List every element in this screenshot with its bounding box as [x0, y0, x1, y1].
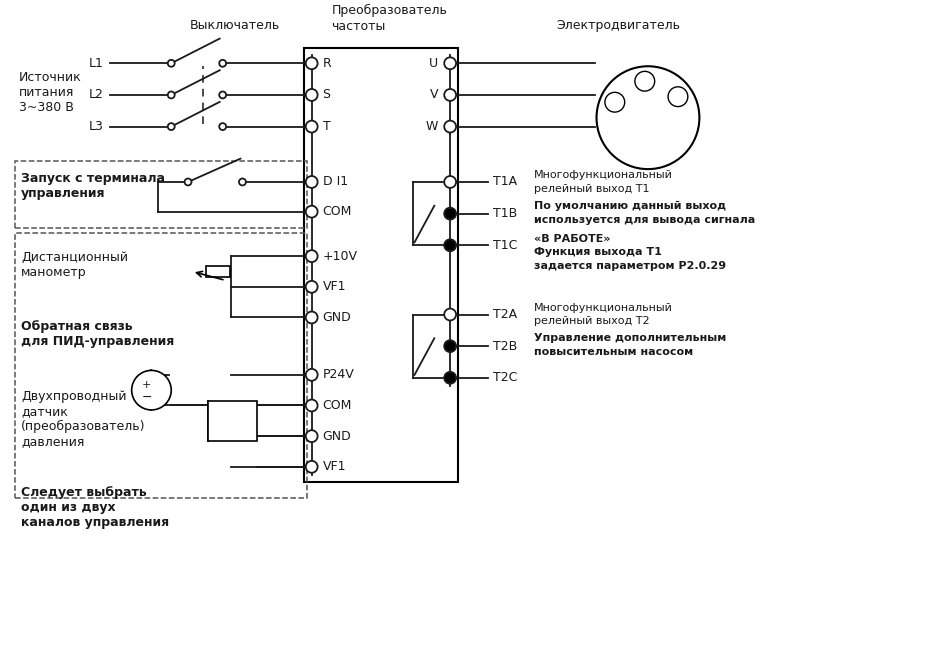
Circle shape — [634, 71, 654, 91]
Text: Выключатель: Выключатель — [189, 19, 279, 32]
Circle shape — [444, 239, 455, 251]
Text: T2C: T2C — [492, 371, 516, 384]
Bar — [206, 266, 229, 277]
Circle shape — [444, 89, 455, 101]
Circle shape — [305, 250, 317, 262]
Circle shape — [305, 89, 317, 101]
Text: D I1: D I1 — [323, 176, 348, 188]
Text: «В РАБОТЕ»: «В РАБОТЕ» — [534, 234, 610, 244]
Text: Двухпроводный
датчик
(преобразователь)
давления: Двухпроводный датчик (преобразователь) д… — [21, 389, 146, 448]
Text: GND: GND — [323, 311, 351, 324]
Text: Источник
питания
3~380 В: Источник питания 3~380 В — [19, 71, 82, 114]
Circle shape — [444, 372, 455, 383]
Circle shape — [219, 92, 226, 98]
Text: используется для вывода сигнала: используется для вывода сигнала — [534, 214, 755, 224]
Circle shape — [445, 373, 454, 382]
Circle shape — [305, 121, 317, 132]
Circle shape — [444, 57, 455, 69]
Bar — [303, 49, 458, 482]
Text: GND: GND — [323, 430, 351, 443]
Circle shape — [305, 311, 317, 323]
Circle shape — [219, 123, 226, 130]
Circle shape — [305, 430, 317, 442]
Circle shape — [604, 92, 624, 112]
Text: повысительным насосом: повысительным насосом — [534, 347, 692, 357]
Circle shape — [305, 57, 317, 69]
Text: Обратная связь
для ПИД-управления: Обратная связь для ПИД-управления — [21, 321, 174, 349]
Circle shape — [444, 121, 455, 132]
Circle shape — [445, 241, 454, 250]
Text: Запуск с терминала
управления: Запуск с терминала управления — [21, 172, 165, 200]
Circle shape — [239, 178, 246, 186]
Circle shape — [445, 342, 454, 351]
Text: T1A: T1A — [492, 176, 516, 188]
Circle shape — [132, 370, 171, 410]
Text: S: S — [323, 88, 330, 102]
Text: VF1: VF1 — [323, 460, 346, 474]
Circle shape — [168, 92, 174, 98]
Text: Следует выбрать
один из двух
каналов управления: Следует выбрать один из двух каналов упр… — [21, 486, 169, 528]
Circle shape — [596, 66, 699, 169]
Text: V: V — [429, 88, 438, 102]
Text: +: + — [142, 380, 151, 390]
Bar — [208, 401, 257, 441]
Circle shape — [444, 208, 455, 220]
Text: Функция выхода Т1: Функция выхода Т1 — [534, 247, 661, 257]
Text: COM: COM — [323, 399, 351, 412]
Text: релейный выход T1: релейный выход T1 — [534, 184, 649, 194]
Circle shape — [305, 369, 317, 381]
Circle shape — [667, 87, 687, 107]
Text: Преобразователь
частоты: Преобразователь частоты — [331, 4, 447, 33]
Text: T2B: T2B — [492, 339, 516, 353]
Circle shape — [168, 123, 174, 130]
Text: VF1: VF1 — [323, 281, 346, 293]
Circle shape — [444, 309, 455, 321]
Text: R: R — [323, 57, 331, 69]
Text: T1C: T1C — [492, 238, 516, 252]
Circle shape — [305, 461, 317, 473]
Bar — [15, 161, 307, 228]
Text: Управление дополнительным: Управление дополнительным — [534, 333, 726, 343]
Circle shape — [444, 340, 455, 352]
Circle shape — [305, 176, 317, 188]
Circle shape — [305, 281, 317, 293]
Text: По умолчанию данный выход: По умолчанию данный выход — [534, 200, 726, 210]
Circle shape — [305, 399, 317, 411]
Text: T1B: T1B — [492, 207, 516, 220]
Text: T2A: T2A — [492, 308, 516, 321]
Text: U: U — [428, 57, 438, 69]
Text: L2: L2 — [89, 88, 104, 102]
Circle shape — [445, 209, 454, 218]
Text: Электродвигатель: Электродвигатель — [555, 19, 679, 32]
Text: L1: L1 — [89, 57, 104, 69]
Text: L3: L3 — [89, 120, 104, 133]
Text: −: − — [141, 391, 152, 403]
Text: Многофункциональный: Многофункциональный — [534, 170, 672, 180]
Text: W: W — [425, 120, 438, 133]
Text: +10V: +10V — [323, 250, 357, 263]
Text: COM: COM — [323, 205, 351, 218]
Text: P24V: P24V — [323, 368, 354, 381]
Text: релейный выход T2: релейный выход T2 — [534, 317, 649, 327]
Text: Многофункциональный: Многофункциональный — [534, 303, 672, 313]
Circle shape — [168, 60, 174, 67]
Circle shape — [184, 178, 191, 186]
Text: задается параметром P2.0.29: задается параметром P2.0.29 — [534, 261, 726, 271]
Circle shape — [444, 176, 455, 188]
Text: T: T — [323, 120, 330, 133]
Circle shape — [219, 60, 226, 67]
Text: Дистанционный
манометр: Дистанционный манометр — [21, 251, 128, 279]
Circle shape — [305, 206, 317, 218]
Bar — [15, 233, 307, 498]
